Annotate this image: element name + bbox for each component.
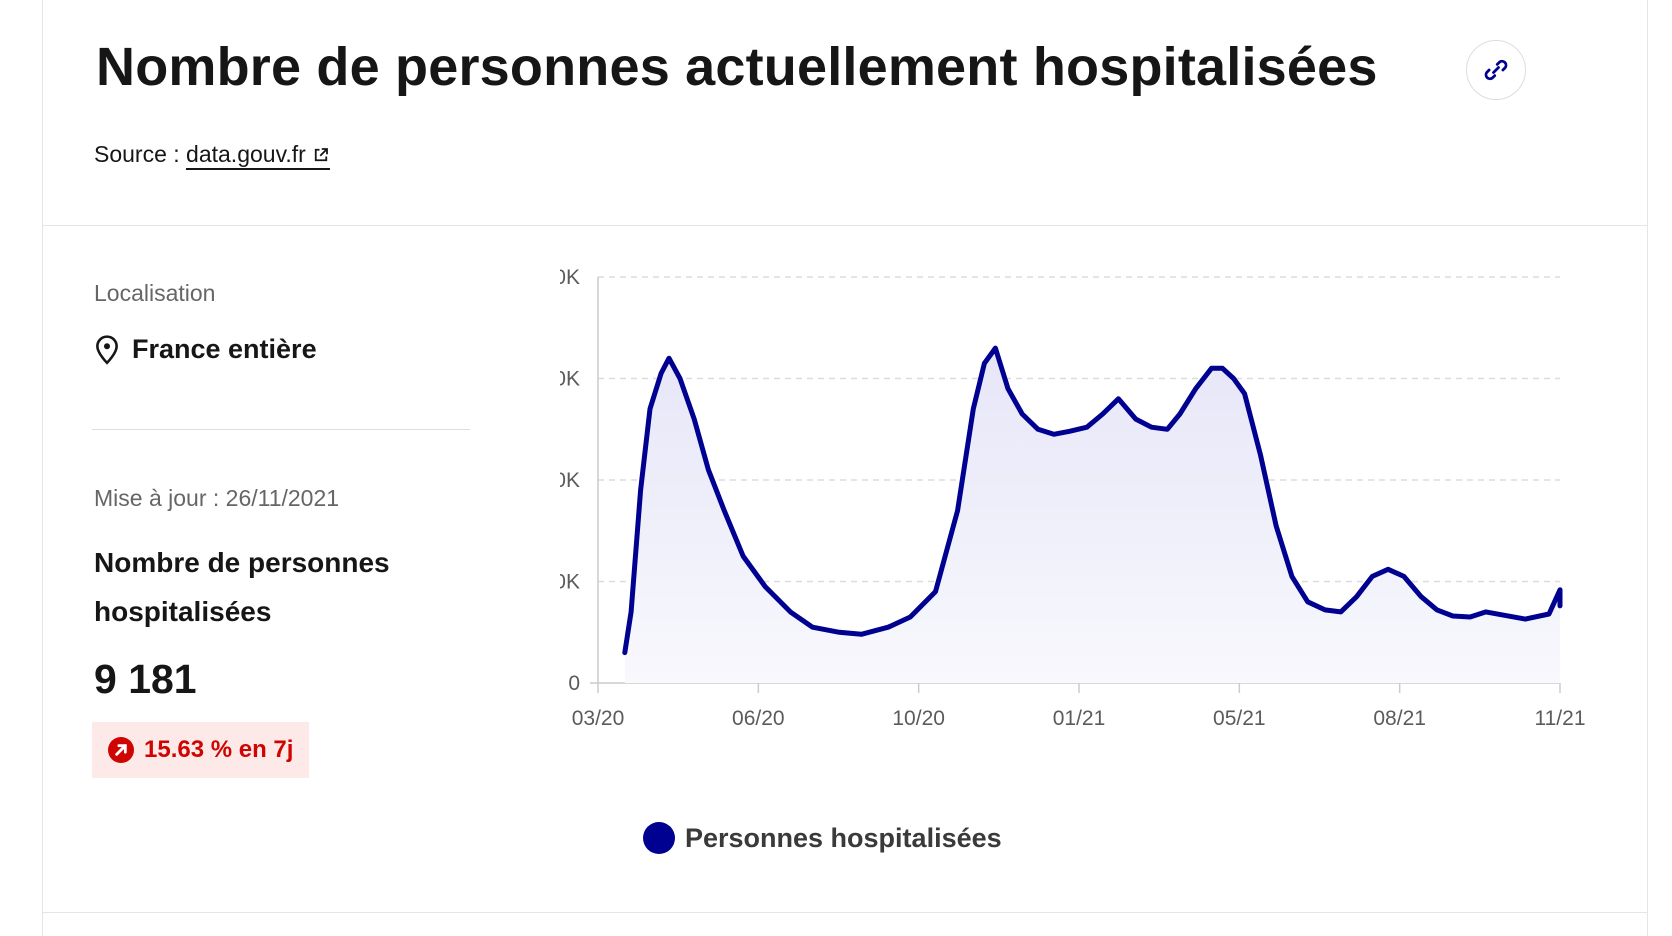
chart-legend: Personnes hospitalisées (643, 822, 1002, 854)
source-prefix: Source : (94, 141, 187, 167)
page-title: Nombre de personnes actuellement hospita… (96, 37, 1378, 97)
x-tick-label: 06/20 (732, 707, 785, 730)
header-divider (42, 225, 1648, 226)
source-line: Source : data.gouv.fr (94, 141, 330, 170)
x-tick-label: 05/21 (1213, 707, 1266, 730)
metric-label: Nombre de personnes hospitalisées (94, 547, 390, 627)
x-tick-label: 03/20 (572, 707, 625, 730)
location-value: France entière (132, 334, 317, 364)
arrow-up-right-icon (108, 737, 134, 763)
location-label: Localisation (94, 280, 216, 306)
hospitalization-chart: 0 10K 20K 30K 40K 03/20 06/20 10/20 01/21 05/21 08… (560, 266, 1586, 730)
link-icon (1484, 59, 1508, 81)
y-tick-label: 0 (568, 672, 580, 695)
map-pin-icon (96, 334, 118, 365)
y-tick-label: 10K (560, 571, 580, 594)
y-tick-label: 20K (560, 469, 580, 492)
legend-swatch (643, 822, 675, 854)
source-link-text: data.gouv.fr (186, 141, 306, 167)
series-line (622, 345, 1563, 656)
copy-link-button[interactable] (1466, 40, 1526, 100)
metric-value: 9 181 (94, 656, 197, 702)
indicator-card (42, 0, 1648, 936)
x-tick-label: 01/21 (1053, 707, 1106, 730)
location-row: France entière (94, 334, 317, 365)
y-tick-label: 30K (560, 368, 580, 391)
x-tick-label: 08/21 (1373, 707, 1426, 730)
x-tick-label: 10/20 (892, 707, 945, 730)
trend-text: 15.63 % en 7j (144, 736, 294, 763)
trend-badge: 15.63 % en 7j (92, 722, 310, 778)
y-tick-label: 40K (560, 266, 580, 289)
footer-divider (42, 912, 1648, 913)
legend-label: Personnes hospitalisées (685, 822, 1002, 853)
update-date: Mise à jour : 26/11/2021 (94, 485, 340, 511)
external-link-icon (314, 148, 328, 162)
source-link[interactable]: data.gouv.fr (186, 141, 330, 170)
series-area (624, 348, 1560, 683)
sidebar-divider (92, 429, 470, 430)
x-tick-label: 11/21 (1535, 707, 1586, 730)
